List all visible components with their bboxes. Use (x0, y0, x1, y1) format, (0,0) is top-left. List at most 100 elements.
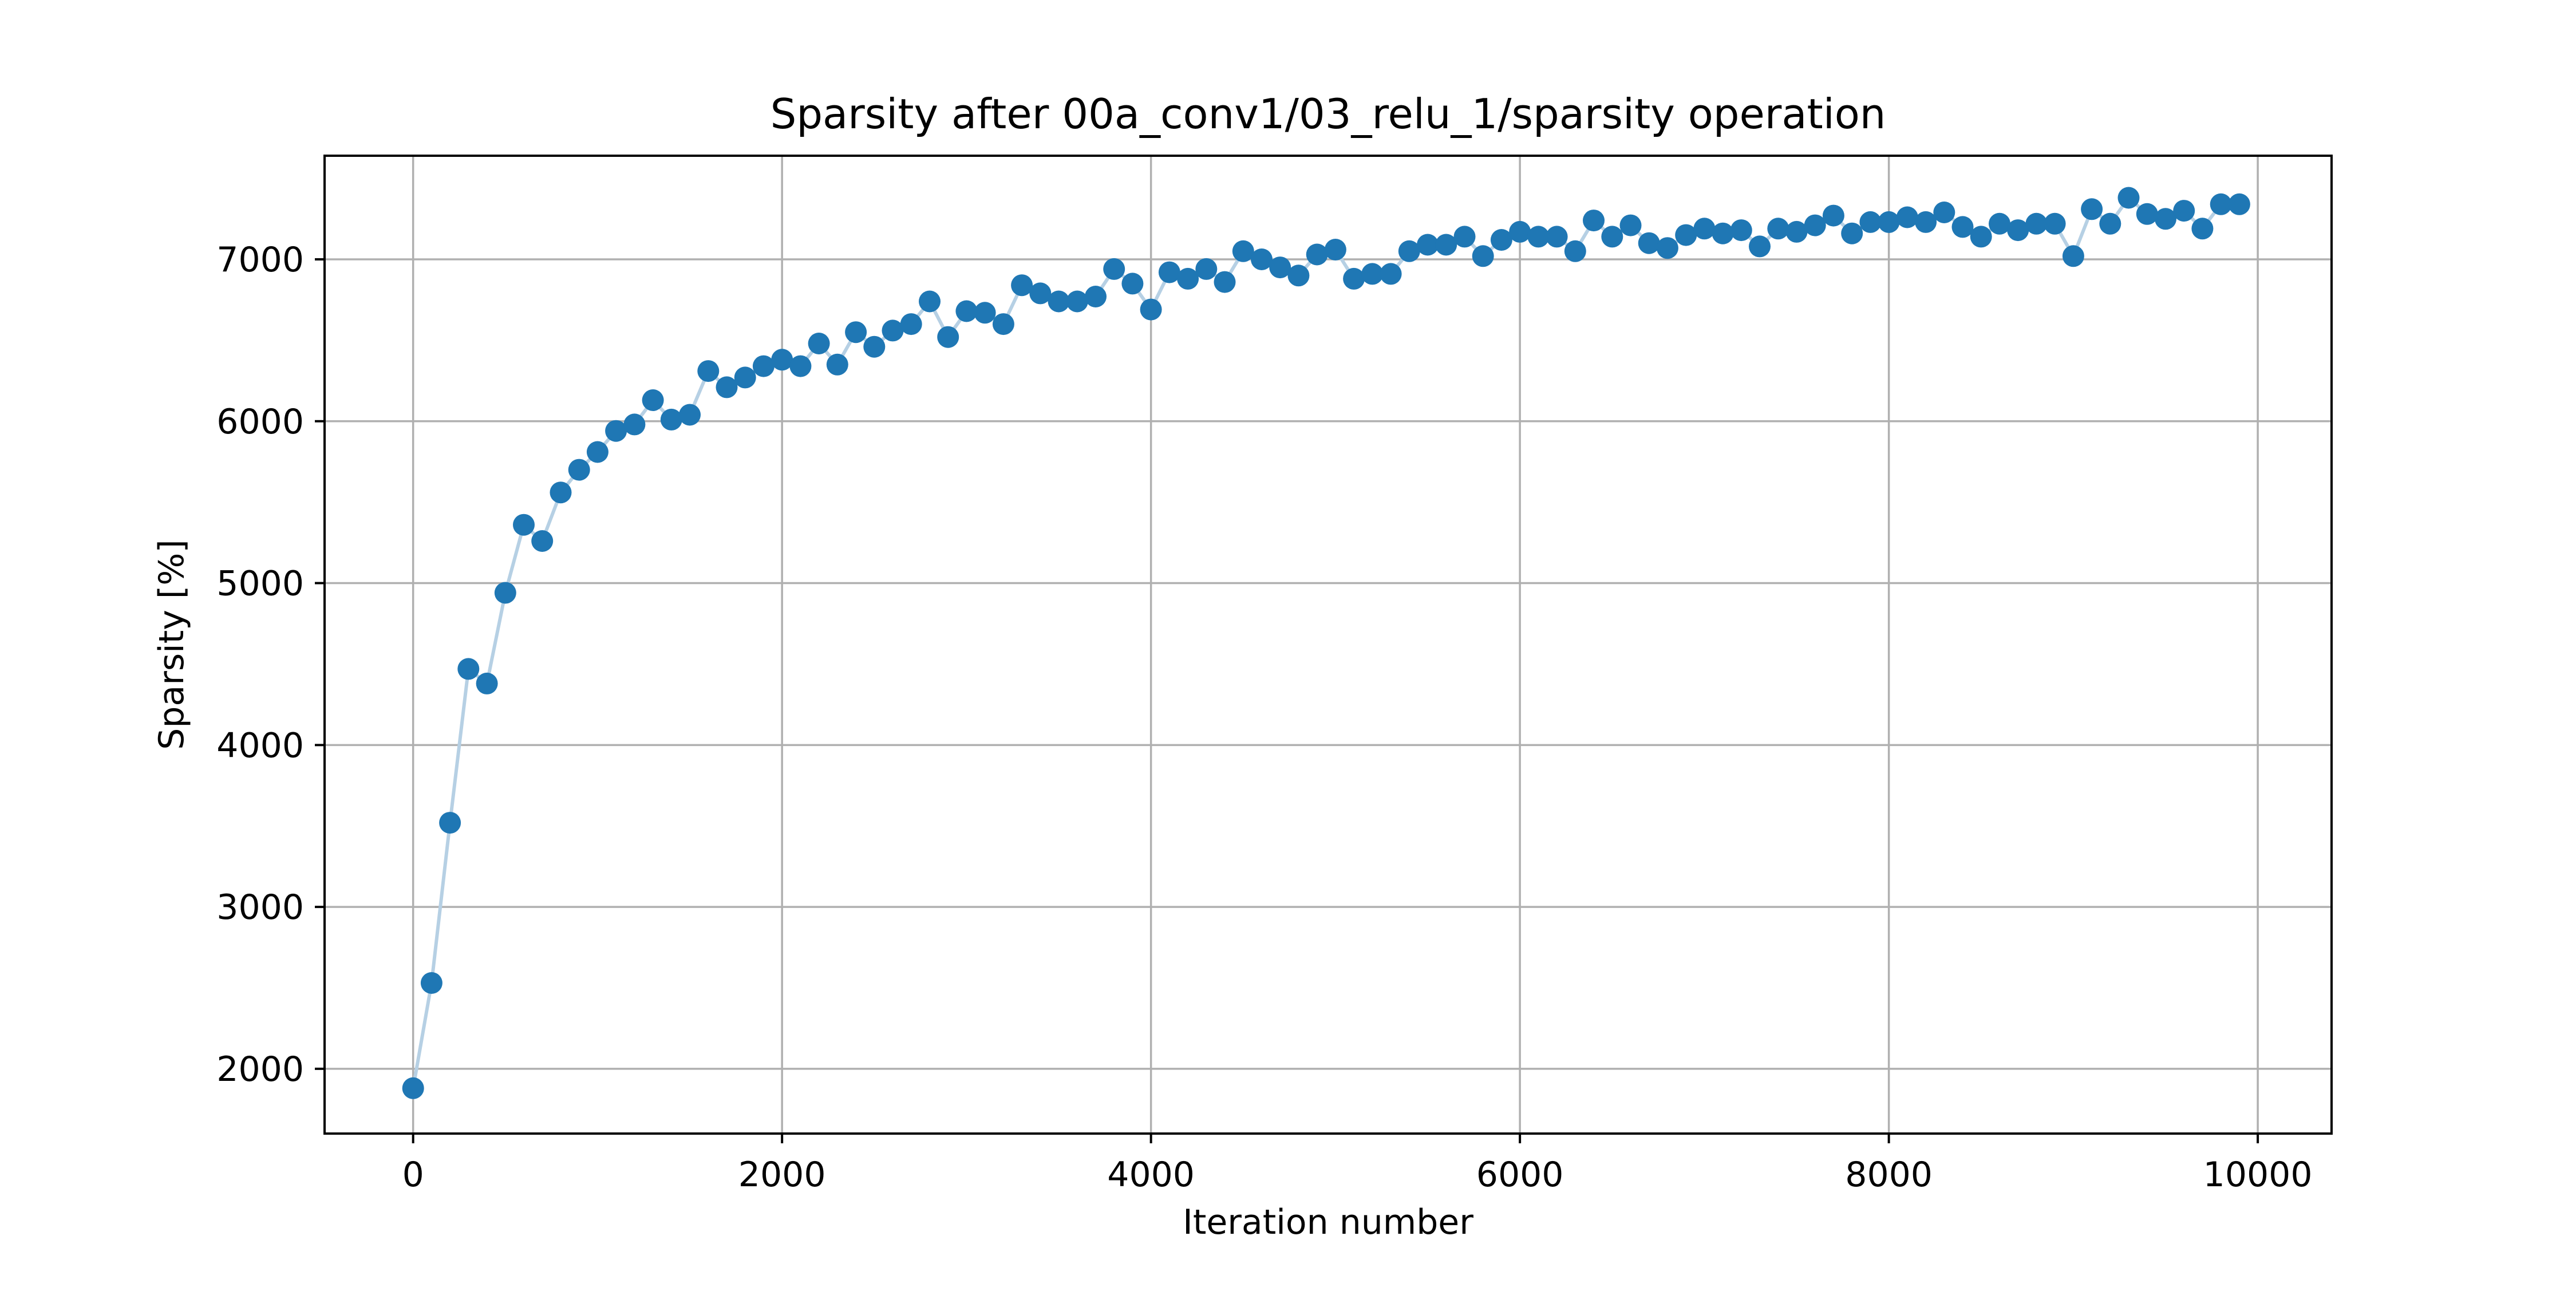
data-point (2099, 212, 2121, 235)
data-point (1878, 211, 1900, 233)
data-point (1140, 298, 1162, 321)
data-point (974, 302, 996, 324)
y-tick-label: 2000 (216, 1049, 304, 1089)
data-point (1951, 216, 1974, 238)
data-point (1601, 226, 1623, 248)
data-point (1656, 237, 1678, 259)
data-point (1380, 263, 1402, 285)
y-tick-label: 3000 (216, 887, 304, 927)
data-point (1435, 234, 1457, 256)
data-point (1509, 220, 1531, 243)
data-point (605, 420, 627, 442)
x-tick-label: 10000 (2203, 1155, 2313, 1195)
data-point (1251, 248, 1273, 270)
data-point (1712, 222, 1734, 244)
data-point (1287, 264, 1310, 287)
data-point (1822, 204, 1844, 227)
data-point (1324, 239, 1346, 260)
y-tick-label: 4000 (216, 725, 304, 765)
data-point (1841, 222, 1863, 244)
data-point (1269, 256, 1291, 279)
data-point (2136, 203, 2158, 225)
data-point (697, 360, 720, 382)
data-point (1177, 267, 1199, 290)
data-point (1749, 235, 1771, 258)
data-point (808, 333, 830, 354)
data-point (1730, 219, 1752, 242)
data-point (660, 408, 682, 431)
data-point (1158, 261, 1180, 283)
data-point (679, 404, 701, 426)
data-point (1804, 214, 1826, 236)
x-tick-label: 8000 (1845, 1155, 1933, 1195)
data-point (1085, 286, 1107, 307)
y-tick-label: 7000 (216, 240, 304, 280)
y-axis-ticks: 2000 3000 4000 5000 6000 7000 (216, 240, 325, 1089)
data-point (420, 972, 442, 994)
data-point (1859, 211, 1882, 233)
data-point (476, 672, 498, 694)
data-point (752, 355, 775, 377)
data-point (882, 319, 904, 342)
data-point (586, 441, 609, 463)
data-point (826, 353, 848, 376)
x-axis-ticks: 0 2000 4000 6000 8000 10000 (402, 1134, 2313, 1195)
data-point (1564, 240, 1586, 262)
data-point (789, 355, 812, 377)
data-point (1675, 224, 1697, 246)
data-point (1490, 229, 1512, 251)
chart-title: Sparsity after 00a_conv1/03_relu_1/spars… (771, 90, 1886, 138)
data-point (1619, 214, 1642, 236)
data-point (1214, 271, 1236, 293)
data-point (2191, 218, 2214, 240)
data-point (1195, 258, 1218, 280)
data-point (2173, 200, 2195, 222)
data-point (2025, 212, 2048, 235)
data-point (1767, 218, 1789, 240)
data-point (2007, 219, 2029, 242)
data-points (402, 187, 2250, 1099)
data-point (439, 812, 461, 834)
y-axis-label: Sparsity [%] (152, 539, 192, 749)
data-point (568, 459, 590, 481)
data-point (1361, 263, 1384, 285)
data-point (1896, 206, 1918, 228)
data-point (513, 514, 535, 536)
data-point (2044, 212, 2066, 235)
data-point (1343, 267, 1365, 290)
data-point (457, 658, 480, 680)
data-point (1915, 211, 1937, 233)
data-point (1472, 245, 1494, 267)
data-point (919, 290, 941, 313)
data-point (1306, 243, 1328, 266)
data-point (402, 1077, 424, 1099)
data-point (937, 326, 959, 348)
x-tick-label: 2000 (738, 1155, 826, 1195)
data-point (531, 530, 554, 552)
data-point (1121, 273, 1144, 295)
data-point (550, 481, 572, 504)
data-point (1933, 202, 1955, 223)
data-point (1417, 234, 1439, 256)
data-point (494, 582, 516, 604)
data-point (1583, 210, 1605, 232)
data-point (734, 366, 756, 389)
data-point (1398, 240, 1420, 262)
data-point (1785, 220, 1808, 243)
x-tick-label: 4000 (1107, 1155, 1195, 1195)
data-point (1029, 282, 1052, 305)
data-point (623, 413, 646, 436)
data-point (2155, 208, 2176, 230)
data-point (771, 349, 793, 371)
x-tick-label: 6000 (1476, 1155, 1564, 1195)
data-point (1527, 226, 1550, 248)
data-point (900, 313, 922, 335)
data-point (1048, 290, 1070, 313)
data-point (2081, 198, 2103, 220)
data-point (992, 313, 1014, 335)
data-point (1546, 226, 1568, 248)
data-point (863, 335, 886, 358)
